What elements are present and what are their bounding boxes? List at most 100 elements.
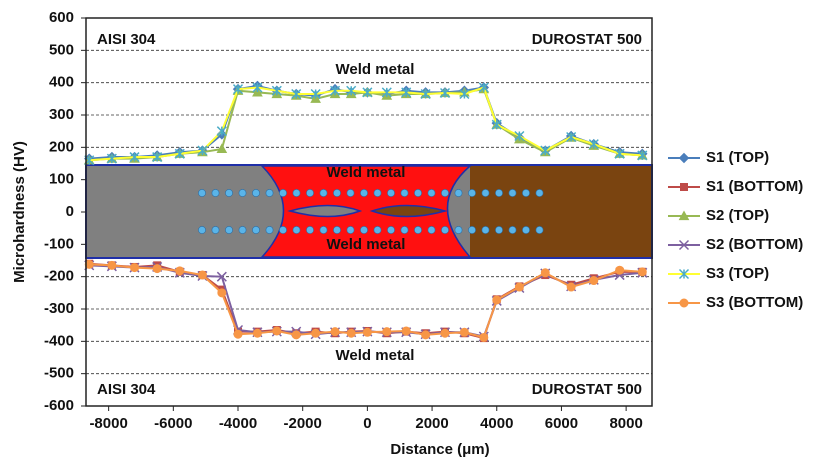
marker xyxy=(460,328,468,336)
y-tick-label: 200 xyxy=(49,138,74,155)
y-tick-label: 0 xyxy=(66,203,74,220)
indent-dot xyxy=(482,189,489,196)
marker xyxy=(312,329,320,337)
marker xyxy=(422,331,430,339)
indent-dot xyxy=(306,189,313,196)
indent-dot xyxy=(212,189,219,196)
marker xyxy=(292,331,300,339)
indent-dot xyxy=(360,226,367,233)
indent-dot xyxy=(522,189,529,196)
series-line xyxy=(89,265,642,336)
marker xyxy=(331,328,339,336)
indent-dot xyxy=(266,226,273,233)
y-tick-label: 100 xyxy=(49,171,74,188)
y-tick-label: -500 xyxy=(44,365,74,382)
x-tick-label: -6000 xyxy=(154,415,192,432)
annotation: Weld metal xyxy=(336,347,415,364)
marker xyxy=(108,261,116,269)
annotation: Weld metal xyxy=(327,236,406,253)
indent-dot xyxy=(428,226,435,233)
marker xyxy=(153,265,161,273)
marker xyxy=(515,283,523,291)
marker xyxy=(217,127,226,136)
indent-dot xyxy=(536,226,543,233)
indent-dot xyxy=(279,189,286,196)
marker xyxy=(590,277,598,285)
indent-dot xyxy=(428,189,435,196)
indent-dot xyxy=(306,226,313,233)
series-line xyxy=(89,86,642,159)
indent-dot xyxy=(495,226,502,233)
annotation: AISI 304 xyxy=(97,381,156,398)
marker xyxy=(402,327,410,335)
page: Distance (μm) Microhardness (HV) -600 -50… xyxy=(0,0,839,467)
indent-dot xyxy=(414,189,421,196)
annotation: Weld metal xyxy=(336,61,415,78)
series-line xyxy=(89,264,642,338)
x-tick-label: 4000 xyxy=(480,415,513,432)
marker xyxy=(347,329,355,337)
annotation: AISI 304 xyxy=(97,31,156,48)
y-tick-label: 300 xyxy=(49,106,74,123)
series-line xyxy=(89,264,642,337)
indent-dot xyxy=(293,226,300,233)
marker xyxy=(541,269,549,277)
marker xyxy=(131,264,139,272)
marker xyxy=(638,268,646,276)
indent-dot xyxy=(522,226,529,233)
marker xyxy=(441,329,449,337)
indent-dot xyxy=(239,226,246,233)
annotation: Weld metal xyxy=(327,164,406,181)
y-tick-label: -100 xyxy=(44,235,74,252)
indent-dot xyxy=(414,226,421,233)
marker xyxy=(616,266,624,274)
indent-dot xyxy=(239,189,246,196)
indent-dot xyxy=(387,226,394,233)
marker xyxy=(176,267,184,275)
y-tick-label: 400 xyxy=(49,74,74,91)
x-tick-label: -8000 xyxy=(89,415,127,432)
marker xyxy=(253,329,261,337)
marker xyxy=(218,289,226,297)
legend-label: S1 (BOTTOM) xyxy=(706,178,803,195)
indent-dot xyxy=(536,189,543,196)
indent-dot xyxy=(374,189,381,196)
series-line xyxy=(89,88,642,161)
indent-dot xyxy=(225,189,232,196)
marker xyxy=(480,333,488,341)
x-tick-label: 8000 xyxy=(609,415,642,432)
y-axis-label: Microhardness (HV) xyxy=(11,141,28,283)
indent-dot xyxy=(252,226,259,233)
indent-dot xyxy=(441,226,448,233)
indent-dot xyxy=(468,189,475,196)
x-tick-label: -2000 xyxy=(284,415,322,432)
indent-dot xyxy=(495,189,502,196)
indent-dot xyxy=(509,189,516,196)
indent-dot xyxy=(455,189,462,196)
marker xyxy=(198,271,206,279)
indent-dot xyxy=(252,189,259,196)
y-tick-label: -400 xyxy=(44,332,74,349)
indent-dot xyxy=(374,226,381,233)
indent-dot xyxy=(468,226,475,233)
marker xyxy=(680,154,689,163)
indent-dot xyxy=(347,189,354,196)
indent-dot xyxy=(198,226,205,233)
annotation: DUROSTAT 500 xyxy=(532,381,642,398)
indent-dot xyxy=(401,226,408,233)
marker xyxy=(681,184,688,191)
y-tick-label: -600 xyxy=(44,397,74,414)
indent-dot xyxy=(347,226,354,233)
indent-dot xyxy=(320,189,327,196)
marker xyxy=(383,328,391,336)
legend-label: S2 (TOP) xyxy=(706,207,769,224)
marker xyxy=(234,330,242,338)
marker xyxy=(493,296,501,304)
legend-label: S2 (BOTTOM) xyxy=(706,236,803,253)
y-tick-label: -200 xyxy=(44,268,74,285)
y-tick-label: 500 xyxy=(49,41,74,58)
x-tick-label: 2000 xyxy=(415,415,448,432)
x-axis-label: Distance (μm) xyxy=(390,441,489,458)
indent-dot xyxy=(320,226,327,233)
indent-dot xyxy=(212,226,219,233)
